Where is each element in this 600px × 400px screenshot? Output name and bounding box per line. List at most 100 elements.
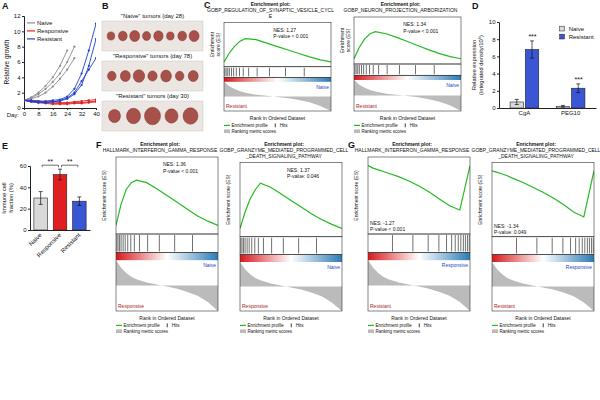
legend-swatch: [291, 323, 292, 327]
axis-title: Enrichment score (ES): [225, 174, 231, 225]
legend-item: Hits: [167, 323, 180, 328]
point: [59, 99, 61, 101]
tick-mark: [67, 108, 68, 110]
legend-swatch: [224, 125, 230, 126]
legend-item: Naive: [560, 26, 585, 32]
legend-swatch: [368, 325, 374, 326]
metric-area: [368, 260, 470, 311]
hit: [316, 238, 317, 254]
tumor: [127, 108, 141, 123]
point: [52, 101, 54, 103]
error-cap: [77, 205, 81, 206]
axis-title: Day:: [7, 112, 20, 118]
tumor: [108, 71, 117, 80]
point: [45, 102, 47, 104]
legend-label: Responsive: [37, 28, 69, 34]
point: [81, 84, 83, 86]
hit: [147, 235, 148, 251]
point: [24, 99, 25, 101]
point: [59, 102, 61, 104]
hits-area: [355, 65, 434, 74]
axis-title-group: Immune cellfraction (%): [1, 182, 14, 213]
hit: [119, 235, 120, 251]
error-cap: [561, 107, 565, 108]
significance: **: [67, 158, 73, 165]
hit: [116, 235, 117, 251]
legend-label: Resistant: [37, 36, 62, 42]
axis-title-group: Enrichment score (ES): [101, 170, 107, 221]
legend-label: Hits: [410, 123, 418, 128]
hit: [446, 235, 447, 251]
tick: 0: [23, 108, 27, 117]
point: [66, 61, 68, 63]
legend-item: Resistant: [560, 34, 594, 40]
legend-label: Enrichment profile: [362, 123, 399, 128]
error-cap: [39, 191, 43, 192]
axis: NaiveResponsiveResistant: [28, 231, 91, 259]
point: [66, 98, 68, 100]
point: [24, 99, 25, 101]
legend: Enrichment profileHitsRanking metric sco…: [368, 323, 432, 334]
point: [95, 23, 96, 25]
group-label: "Responsive" tumors (day 78): [113, 53, 192, 59]
axis-title: Rank in Ordered Dataset: [139, 315, 195, 321]
axis-title-group: Enrichment score (ES): [225, 174, 231, 225]
nes-label: NES: 1.27: [273, 27, 296, 33]
tick: 4: [492, 71, 499, 77]
hit: [356, 65, 357, 74]
tick: PEG10: [561, 110, 581, 116]
legend-swatch: [560, 26, 565, 31]
axis-title-group: Enrichmentscore (ES): [209, 31, 221, 57]
legend: Enrichment profileHitsRanking metric sco…: [116, 323, 180, 334]
tick-mark: [28, 209, 30, 210]
error-cap: [576, 92, 580, 93]
legend-swatch: [492, 329, 498, 333]
series-line: [24, 58, 74, 100]
point: [88, 69, 90, 71]
group-label: Resistant: [356, 103, 377, 109]
plot-frame: [116, 252, 218, 311]
metric-area: [240, 262, 342, 311]
hit: [378, 65, 379, 74]
plot-frame: [492, 237, 594, 255]
tumor: [107, 32, 114, 40]
es-curve: [492, 171, 594, 217]
point: [81, 80, 83, 82]
tick-label: 0: [492, 105, 496, 111]
hit: [354, 65, 355, 74]
plot-title: GOBP_GRANZYME_MEDIATED_PROGRAMMED_CELL_D…: [220, 147, 349, 159]
hit: [357, 65, 358, 74]
p-label: P-value < 0.001: [273, 33, 308, 39]
tick-label: 4: [17, 75, 21, 81]
legend: Enrichment profileHitsRanking metric sco…: [492, 323, 556, 334]
bar: [53, 175, 67, 230]
point: [24, 99, 25, 101]
legend-item: Enrichment profile: [354, 123, 398, 128]
axis: CgAPEG10: [500, 109, 597, 117]
axis-title: Rank in Ordered Dataset: [391, 315, 447, 321]
point: [24, 99, 25, 101]
tick: 0: [23, 227, 30, 233]
p-label: P-value: 0.046: [287, 173, 319, 179]
hit: [392, 235, 393, 251]
tick: 4: [17, 75, 24, 81]
legend-label: Hits: [296, 323, 304, 328]
point: [52, 85, 54, 87]
hits-area: [241, 238, 317, 254]
hit: [285, 68, 286, 77]
legend-swatch: [240, 325, 246, 326]
hit: [269, 68, 270, 77]
tick: 8: [17, 44, 24, 50]
legend-label: Ranking metric scores: [232, 129, 277, 134]
point: [30, 101, 32, 103]
hit: [373, 65, 374, 74]
tick-label: PEG10: [561, 110, 581, 116]
tick: 32: [79, 108, 86, 117]
point: [24, 99, 25, 101]
metric-fill: [116, 260, 218, 311]
tick-label: Naive: [28, 231, 44, 247]
hits-area: [516, 238, 593, 254]
tick-label: Responsive: [36, 231, 63, 258]
hit: [125, 235, 126, 251]
error-bar: [40, 192, 41, 205]
